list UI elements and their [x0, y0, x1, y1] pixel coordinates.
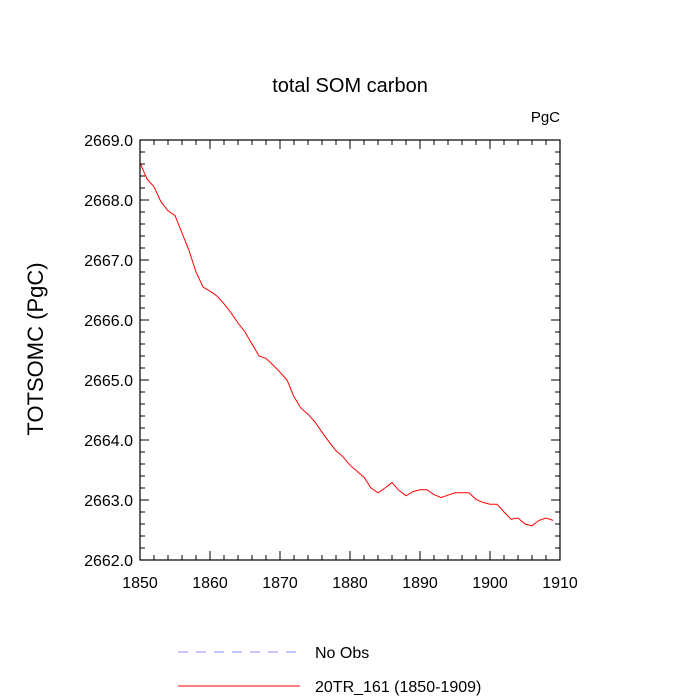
chart-title: total SOM carbon: [272, 75, 428, 97]
x-tick-label: 1900: [472, 575, 508, 592]
x-tick-label: 1870: [262, 575, 298, 592]
y-tick-label: 2668.0: [84, 193, 133, 210]
plot-frame: [139, 139, 561, 561]
legend-label: No Obs: [315, 645, 369, 662]
x-tick-label: 1850: [122, 575, 158, 592]
y-tick-label: 2667.0: [84, 253, 133, 270]
x-tick-label: 1910: [542, 575, 578, 592]
y-tick-label: 2666.0: [84, 313, 133, 330]
axis-ticks: 1850 1860 1870 1880 1890 1900 1910 2662.0 2663.0…: [84, 133, 578, 592]
series-layer: [139, 162, 554, 527]
y-tick-label: 2664.0: [84, 433, 133, 450]
x-tick-label: 1860: [192, 575, 228, 592]
legend: No Obs 20TR_161 (1850-1909): [178, 645, 481, 696]
y-axis-label: TOTSOMC (PgC): [23, 262, 48, 435]
y-tick-label: 2665.0: [84, 373, 133, 390]
y-tick-label: 2662.0: [84, 553, 133, 570]
legend-label: 20TR_161 (1850-1909): [315, 679, 481, 696]
x-tick-label: 1880: [332, 575, 368, 592]
units-label: PgC: [531, 109, 560, 126]
x-tick-label: 1890: [402, 575, 438, 592]
series-line-1: [139, 162, 554, 527]
y-tick-label: 2669.0: [84, 133, 133, 150]
y-tick-label: 2663.0: [84, 493, 133, 510]
